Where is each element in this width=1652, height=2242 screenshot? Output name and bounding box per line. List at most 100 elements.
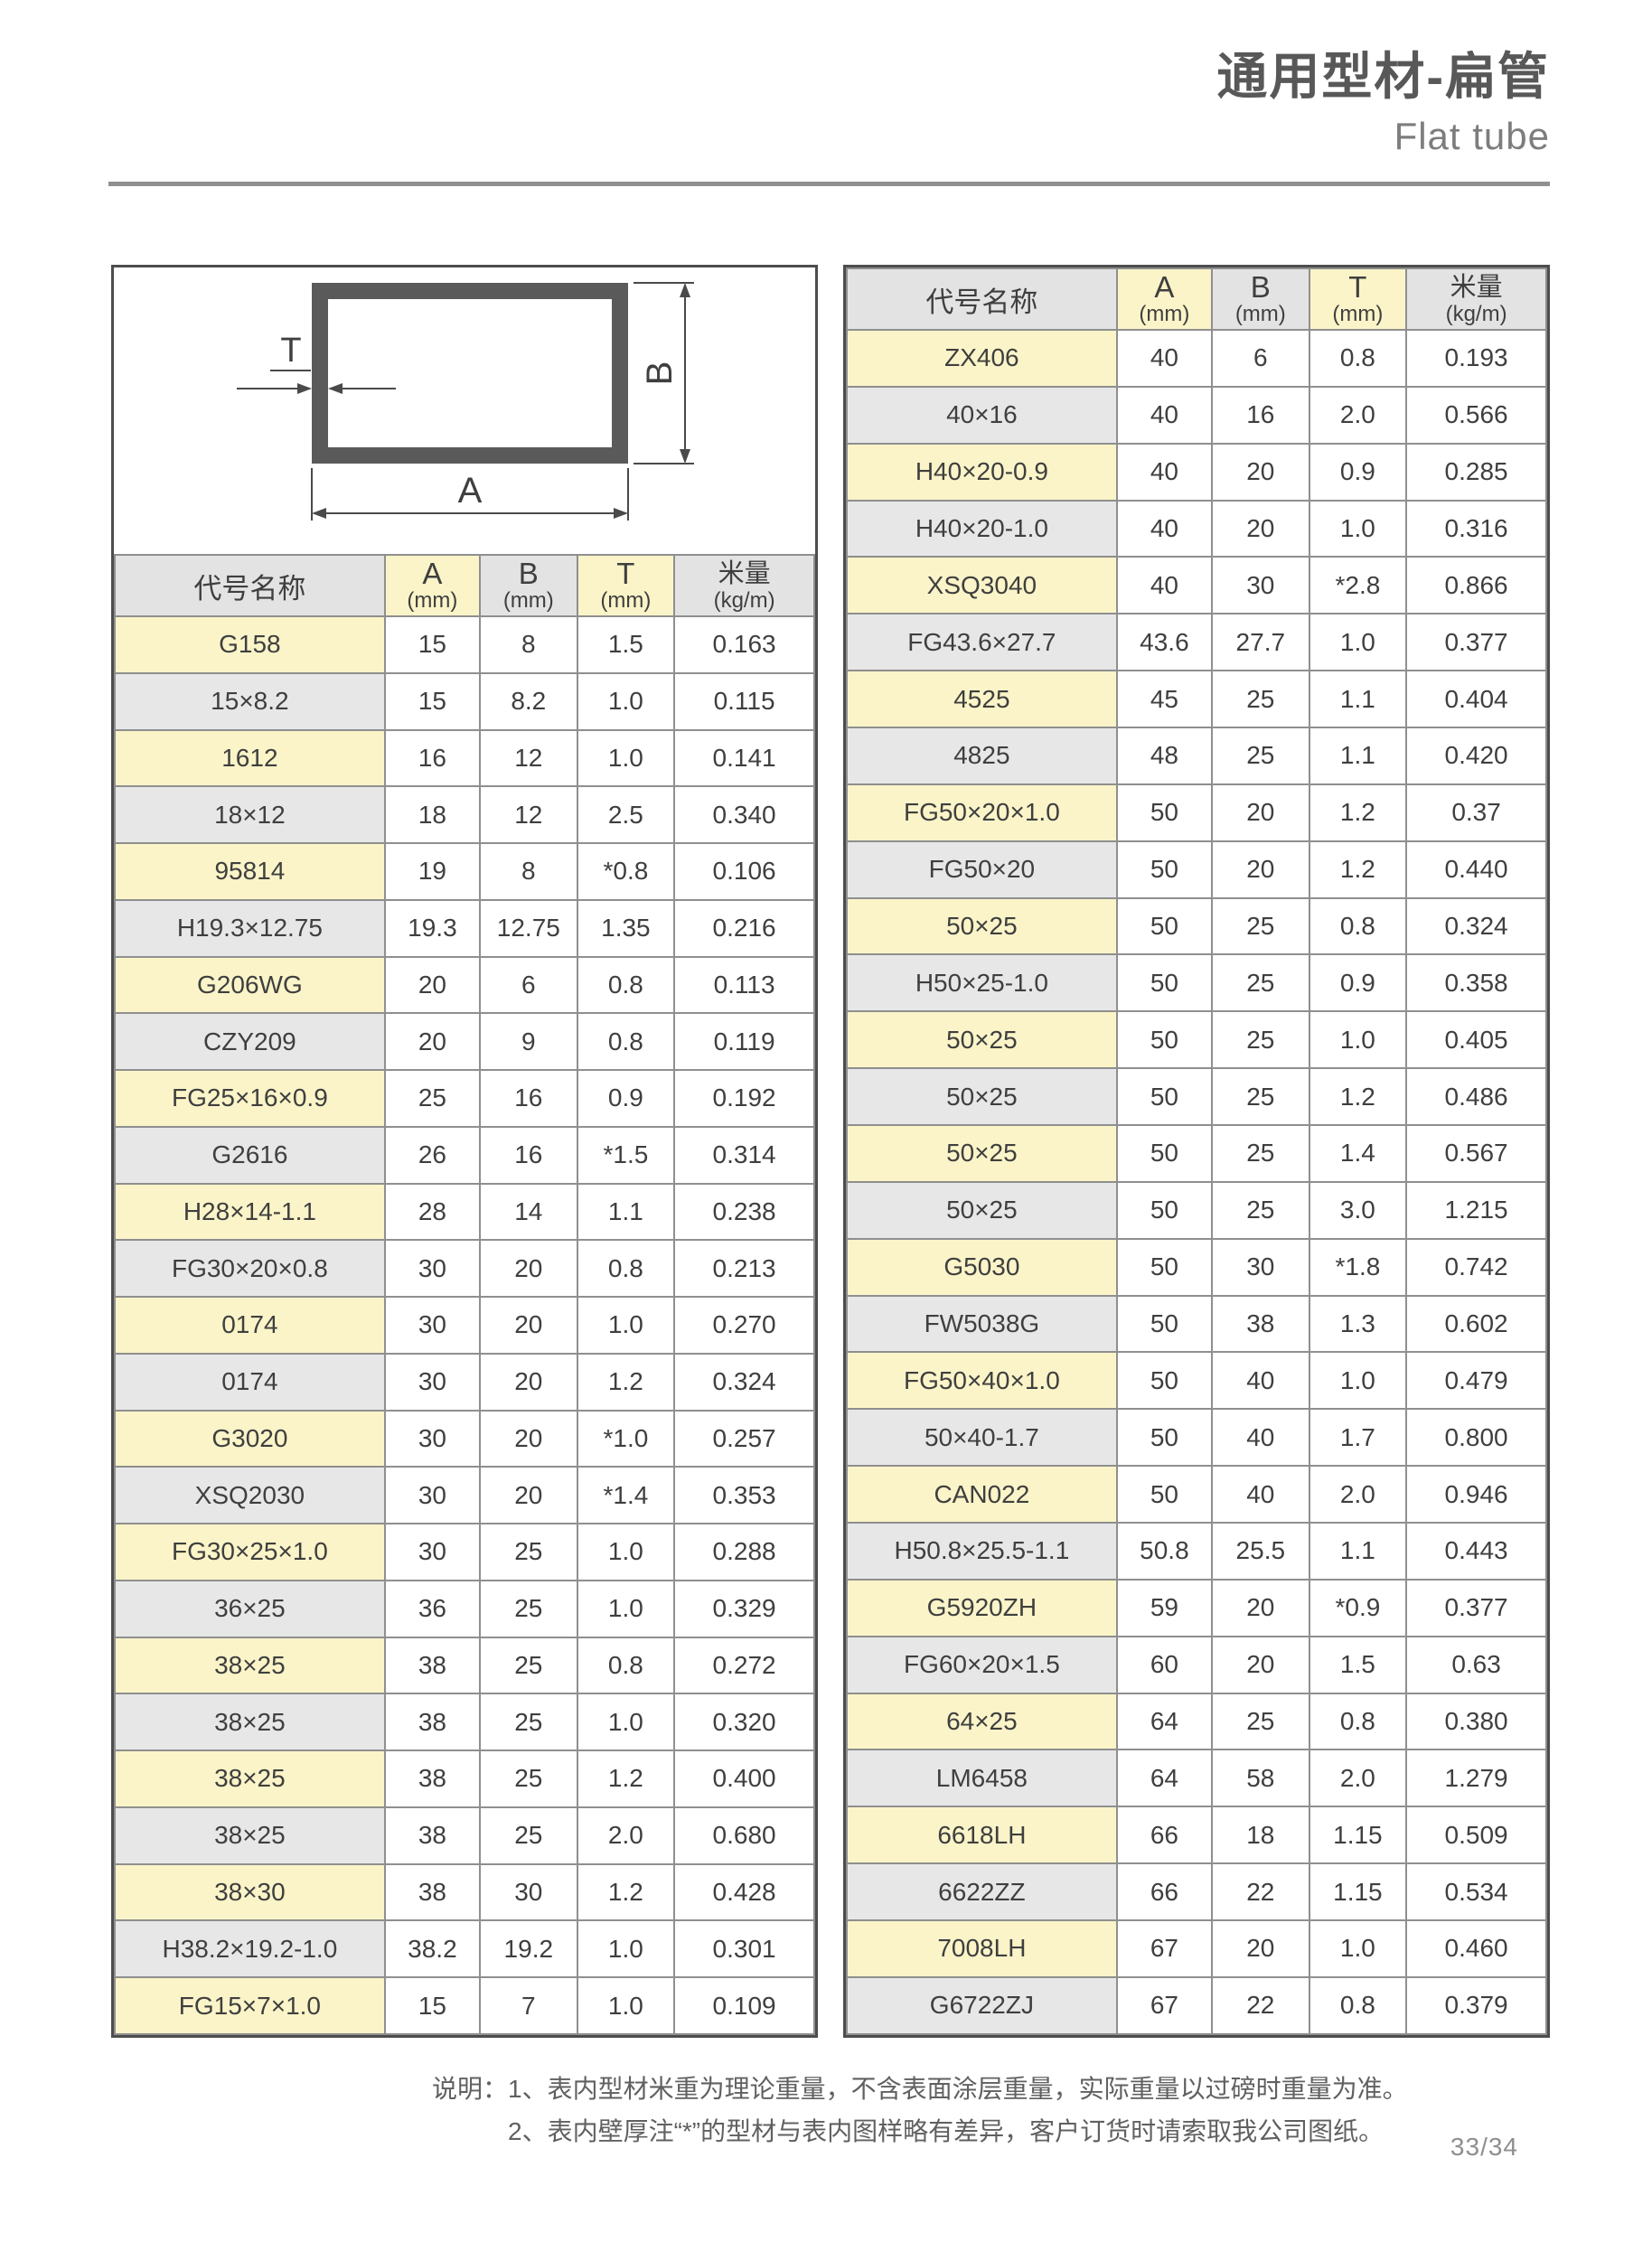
spec-value-cell: 1.15: [1308, 1806, 1408, 1865]
profile-code-cell: 38×30: [114, 1862, 386, 1922]
spec-value-cell: 0.534: [1405, 1862, 1547, 1922]
spec-value-cell: 64: [1115, 1692, 1214, 1751]
spec-value-cell: 40: [1211, 1351, 1310, 1411]
spec-value-cell: 50: [1115, 1351, 1214, 1411]
tube-diagram: T B A: [114, 267, 815, 554]
spec-value-cell: 20: [479, 1352, 578, 1412]
table-row: FG50×20×1.0 50 20 1.2 0.37: [846, 783, 1547, 842]
spec-value-cell: 0.377: [1405, 1578, 1547, 1637]
spec-value-cell: 25: [479, 1636, 578, 1695]
page-number: 33/34: [1450, 2133, 1518, 2161]
table-row: LM6458 64 58 2.0 1.279: [846, 1749, 1547, 1808]
spec-value-cell: 1.5: [1308, 1635, 1408, 1694]
spec-value-cell: 16: [479, 1069, 578, 1128]
table-row: FG50×40×1.0 50 40 1.0 0.479: [846, 1351, 1547, 1411]
profile-code-cell: FG50×40×1.0: [846, 1351, 1118, 1411]
table-row: H40×20-1.0 40 20 1.0 0.316: [846, 499, 1547, 558]
a-arrowhead-right: [614, 508, 628, 519]
spec-value-cell: 0.358: [1405, 953, 1547, 1013]
footnote-text-1: 1、表内型材米重为理论重量，不含表面涂层重量，实际重量以过磅时重量为准。: [508, 2075, 1408, 2103]
spec-value-cell: 50: [1115, 1180, 1214, 1240]
profile-code-cell: H40×20-1.0: [846, 499, 1118, 558]
spec-value-cell: 0.566: [1405, 385, 1547, 445]
spec-value-cell: 40: [1115, 329, 1214, 388]
spec-value-cell: 38: [383, 1750, 482, 1808]
table-row: XSQ2030 30 20 *1.4 0.353: [114, 1466, 815, 1524]
profile-code-cell: G5030: [846, 1237, 1118, 1297]
spec-value-cell: 59: [1115, 1578, 1214, 1637]
spec-value-cell: 25.5: [1211, 1522, 1310, 1581]
spec-value-cell: 50: [1115, 840, 1214, 899]
spec-value-cell: 0.460: [1405, 1919, 1547, 1978]
tube-cross-section-drawing: T B A: [237, 282, 694, 521]
header-divider: [108, 182, 1550, 186]
profile-code-cell: G5920ZH: [846, 1578, 1118, 1637]
spec-value-cell: 1.0: [576, 1296, 676, 1355]
table-row: H40×20-0.9 40 20 0.9 0.285: [846, 442, 1547, 502]
spec-value-cell: 0.288: [673, 1523, 815, 1581]
profile-code-cell: FG15×7×1.0: [114, 1976, 386, 2035]
spec-value-cell: 20: [1211, 442, 1310, 502]
spec-value-cell: 20: [1211, 840, 1310, 899]
spec-value-cell: 0.400: [673, 1750, 815, 1808]
spec-value-cell: 19.2: [479, 1919, 578, 1978]
spec-value-cell: 0.8: [576, 1012, 676, 1071]
spec-value-cell: 6: [1211, 329, 1310, 388]
spec-value-cell: 0.404: [1405, 670, 1547, 729]
spec-value-cell: 18: [1211, 1806, 1310, 1865]
profile-code-cell: 0174: [114, 1352, 386, 1412]
table-row: 40×16 40 16 2.0 0.566: [846, 385, 1547, 445]
spec-value-cell: 66: [1115, 1806, 1214, 1865]
spec-value-cell: 0.9: [1308, 953, 1408, 1013]
spec-value-cell: 0.405: [1405, 1010, 1547, 1070]
spec-value-cell: 0.380: [1405, 1692, 1547, 1751]
spec-value-cell: 0.443: [1405, 1522, 1547, 1581]
spec-value-cell: 0.324: [673, 1352, 815, 1412]
spec-value-cell: 1.4: [1308, 1124, 1408, 1183]
spec-value-cell: 30: [1211, 556, 1310, 615]
spec-value-cell: 0.109: [673, 1976, 815, 2035]
column-header-t: T (mm): [576, 554, 676, 617]
profile-code-cell: FG50×20×1.0: [846, 783, 1118, 842]
spec-value-cell: 16: [383, 728, 482, 788]
table-row: FW5038G 50 38 1.3 0.602: [846, 1294, 1547, 1354]
spec-value-cell: 0.213: [673, 1239, 815, 1298]
spec-value-cell: 8.2: [479, 671, 578, 731]
spec-value-cell: 0.316: [1405, 499, 1547, 558]
spec-value-cell: 40: [1115, 499, 1214, 558]
table-row: 38×25 38 25 0.8 0.272: [114, 1636, 815, 1695]
table-row: CZY209 20 9 0.8 0.119: [114, 1012, 815, 1071]
spec-value-cell: 25: [479, 1806, 578, 1865]
profile-code-cell: FG25×16×0.9: [114, 1069, 386, 1128]
right-table-body: ZX406 40 6 0.8 0.193 40×16 40 16 2.0 0.566 H40×20-…: [846, 329, 1547, 2036]
table-row: 50×25 50 25 3.0 1.215: [846, 1180, 1547, 1240]
spec-value-cell: 9: [479, 1012, 578, 1071]
spec-value-cell: 2.0: [576, 1806, 676, 1865]
table-row: 15×8.2 15 8.2 1.0 0.115: [114, 671, 815, 731]
table-row: 95814 19 8 *0.8 0.106: [114, 842, 815, 901]
spec-value-cell: 1.0: [1308, 1351, 1408, 1411]
spec-value-cell: 2.0: [1308, 385, 1408, 445]
spec-value-cell: 64: [1115, 1749, 1214, 1808]
spec-value-cell: 0.270: [673, 1296, 815, 1355]
spec-value-cell: 50: [1115, 1294, 1214, 1354]
profile-code-cell: FG30×25×1.0: [114, 1523, 386, 1581]
profile-code-cell: XSQ3040: [846, 556, 1118, 615]
spec-value-cell: 0.324: [1405, 896, 1547, 956]
dimension-label-b: B: [640, 361, 680, 386]
spec-value-cell: 0.377: [1405, 613, 1547, 672]
spec-value-cell: 2.0: [1308, 1749, 1408, 1808]
profile-code-cell: FW5038G: [846, 1294, 1118, 1354]
spec-value-cell: 0.106: [673, 842, 815, 901]
profile-code-cell: FG43.6×27.7: [846, 613, 1118, 672]
spec-value-cell: 6: [479, 955, 578, 1015]
spec-value-cell: 50: [1115, 1067, 1214, 1127]
spec-value-cell: 38: [383, 1806, 482, 1865]
table-row: 38×30 38 30 1.2 0.428: [114, 1862, 815, 1922]
table-row: FG15×7×1.0 15 7 1.0 0.109: [114, 1976, 815, 2035]
spec-value-cell: 0.8: [576, 955, 676, 1015]
profile-code-cell: 38×25: [114, 1806, 386, 1865]
spec-value-cell: 1.2: [1308, 783, 1408, 842]
t-arrowhead-left: [328, 383, 343, 394]
spec-value-cell: 1.1: [1308, 670, 1408, 729]
